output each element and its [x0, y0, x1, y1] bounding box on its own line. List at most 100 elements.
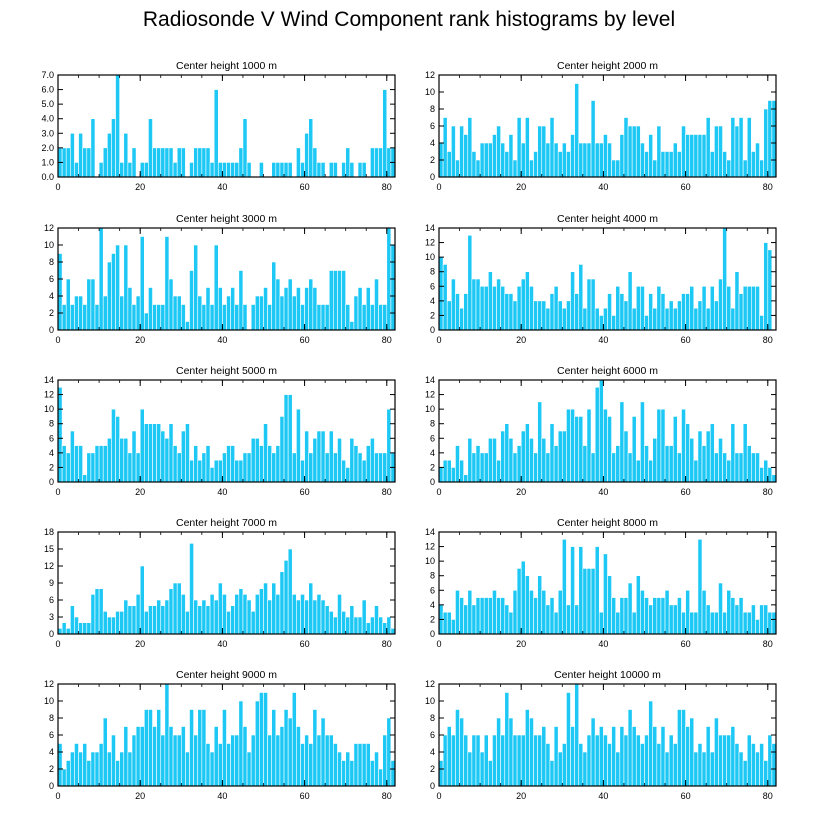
histogram-bar — [193, 244, 199, 331]
histogram-bar — [308, 743, 314, 787]
histogram-bar — [746, 445, 752, 483]
histogram-bar — [144, 162, 149, 178]
histogram-bar — [714, 611, 719, 635]
histogram-bar — [718, 437, 723, 483]
histogram-bar — [205, 743, 211, 787]
histogram-bar — [570, 546, 575, 635]
histogram-bar — [705, 307, 711, 331]
histogram-bar — [648, 293, 654, 331]
histogram-bar — [209, 594, 215, 635]
histogram-bar — [115, 74, 120, 178]
histogram-bar — [660, 293, 666, 331]
histogram-bar — [504, 293, 510, 331]
histogram-bar — [656, 285, 662, 331]
histogram-bar — [652, 437, 658, 483]
histogram-bar — [176, 147, 182, 178]
histogram-bar — [201, 452, 207, 483]
y-tick-label: 9 — [49, 578, 54, 588]
histogram-bar — [705, 604, 711, 635]
histogram-bar — [246, 751, 252, 787]
histogram-bar — [259, 295, 264, 331]
histogram-bar — [533, 597, 538, 635]
histogram-bar — [483, 285, 489, 331]
histogram-bar — [607, 416, 612, 483]
histogram-bar — [283, 162, 289, 178]
histogram-bar — [180, 594, 186, 635]
plot-frame — [57, 74, 396, 178]
x-tick-label: 40 — [598, 182, 608, 192]
histogram-bar — [570, 134, 575, 178]
y-tick-label: 2 — [430, 462, 435, 472]
histogram-bar — [726, 159, 732, 178]
histogram-bar — [160, 605, 166, 635]
histogram-bar — [496, 717, 501, 787]
histogram-bar — [107, 437, 112, 483]
histogram-bar — [718, 125, 723, 178]
histogram-bar — [553, 285, 559, 331]
histogram-bar — [312, 599, 318, 635]
histogram-bar — [361, 304, 367, 331]
histogram-bar — [180, 430, 186, 483]
histogram-bar — [570, 408, 575, 483]
histogram-bar — [685, 726, 690, 787]
histogram-bar — [148, 709, 153, 787]
histogram-bar — [139, 408, 145, 483]
histogram-bar — [685, 589, 690, 635]
y-tick-label: 8 — [430, 571, 435, 581]
histogram-bar — [333, 616, 338, 635]
histogram-bar — [308, 582, 314, 635]
histogram-bar — [574, 293, 580, 331]
histogram-bar — [488, 437, 493, 483]
histogram-panel: Center height 4000 m 0 2 4 6 8 10 12 14 0 20 40 60 80 — [425, 213, 777, 345]
histogram-bar — [341, 270, 346, 331]
panel-title: Center height 1000 m — [176, 60, 277, 72]
histogram-bar — [361, 599, 367, 635]
histogram-bar — [516, 734, 522, 787]
histogram-bar — [574, 604, 580, 635]
histogram-bar — [234, 594, 240, 635]
histogram-bar — [78, 622, 83, 635]
y-tick-label: 0 — [49, 781, 54, 791]
histogram-bar — [561, 538, 567, 635]
histogram-bar — [353, 295, 359, 331]
histogram-bar — [267, 445, 273, 483]
histogram-bar — [677, 597, 682, 635]
histogram-bar — [283, 287, 289, 331]
histogram-bar — [283, 560, 289, 635]
histogram-bar — [102, 147, 108, 178]
histogram-bar — [254, 700, 260, 787]
histogram-bar — [656, 597, 662, 635]
histogram-bar — [283, 394, 289, 483]
histogram-bar — [561, 430, 567, 483]
histogram-bar — [172, 295, 178, 331]
histogram-bar — [213, 89, 219, 178]
histogram-bar — [90, 751, 96, 787]
histogram-bar — [459, 459, 464, 483]
y-tick-label: 6 — [430, 730, 435, 740]
histogram-bar — [640, 142, 645, 178]
histogram-bar — [677, 452, 682, 483]
histogram-bar — [586, 408, 592, 483]
x-tick-label: 60 — [681, 791, 691, 801]
y-tick-label: 12 — [425, 542, 435, 552]
histogram-bar — [553, 445, 559, 483]
histogram-bar — [644, 597, 649, 635]
plot-frame — [57, 379, 396, 483]
histogram-bar — [349, 760, 355, 787]
histogram-bar — [726, 459, 732, 483]
histogram-bar — [382, 734, 388, 787]
histogram-bar — [382, 452, 388, 483]
histogram-bar — [390, 760, 396, 787]
histogram-bar — [304, 287, 309, 331]
histogram-bar — [603, 553, 608, 635]
histogram-bar — [586, 568, 592, 635]
histogram-bar — [664, 589, 670, 635]
histogram-bar — [553, 142, 559, 178]
histogram-bar — [516, 285, 522, 331]
histogram-bar — [263, 582, 268, 635]
histogram-bar — [267, 734, 273, 787]
y-tick-label: 0.0 — [41, 172, 54, 182]
histogram-bar — [718, 278, 723, 331]
histogram-bar — [578, 264, 584, 331]
histogram-bar — [718, 582, 723, 635]
